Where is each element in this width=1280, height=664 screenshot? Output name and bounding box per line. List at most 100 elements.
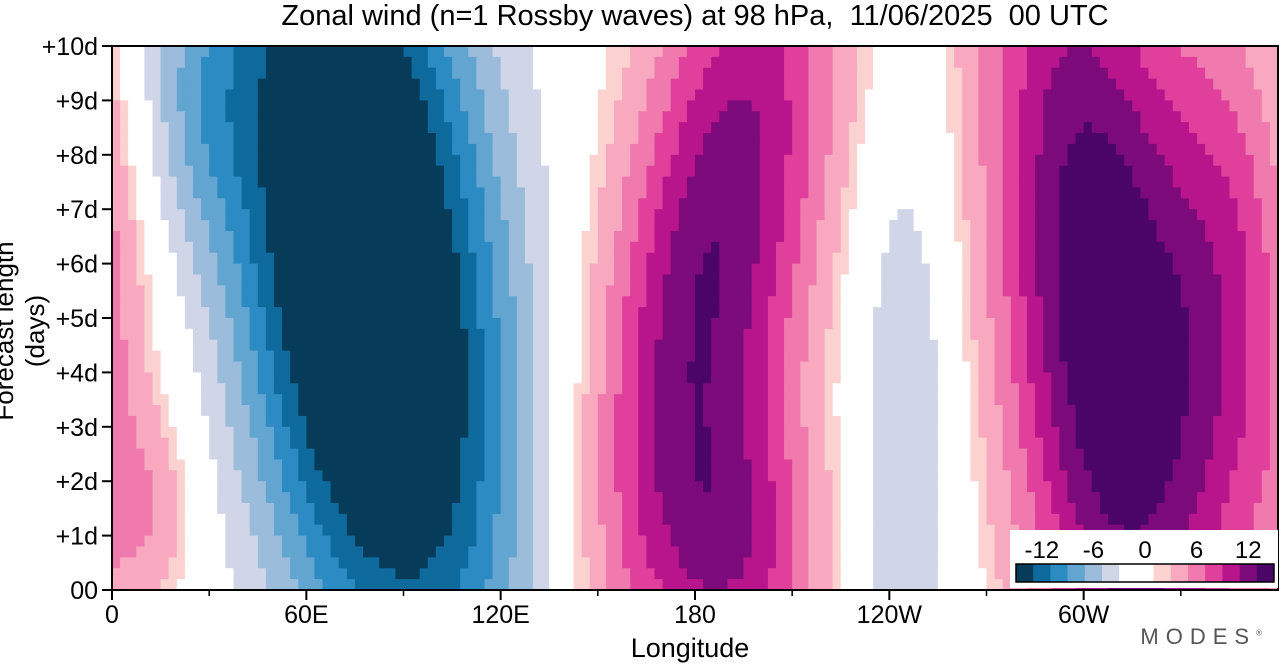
field-cell (265, 328, 275, 341)
field-cell (443, 187, 453, 199)
field-cell (557, 296, 567, 308)
field-cell (654, 187, 664, 199)
field-cell (735, 198, 745, 210)
field-cell (946, 67, 955, 80)
field-cell (808, 274, 818, 286)
field-cell (581, 198, 591, 210)
field-cell (719, 372, 728, 384)
field-cell (1075, 252, 1085, 265)
field-cell (257, 307, 267, 319)
field-cell (371, 415, 380, 428)
field-cell (144, 56, 154, 69)
field-cell (1229, 220, 1239, 232)
field-cell (759, 230, 769, 243)
field-cell (703, 361, 712, 373)
field-cell (1221, 339, 1231, 352)
field-cell (1156, 133, 1166, 145)
field-cell (897, 143, 907, 156)
field-cell (160, 165, 170, 178)
field-cell (1099, 78, 1109, 91)
field-cell (184, 176, 194, 189)
field-cell (1213, 230, 1222, 243)
field-cell (395, 198, 405, 210)
field-cell (929, 133, 939, 145)
field-cell (889, 274, 899, 286)
field-cell (225, 209, 235, 221)
field-cell (1107, 241, 1117, 254)
field-cell (1059, 339, 1069, 352)
field-cell (978, 56, 988, 69)
field-cell (622, 133, 631, 145)
field-cell (719, 252, 728, 265)
field-cell (460, 328, 469, 341)
field-cell (678, 307, 688, 319)
field-cell (411, 198, 421, 210)
field-cell (1035, 307, 1044, 319)
field-cell (573, 111, 583, 123)
field-cell (897, 56, 907, 69)
field-cell (670, 111, 680, 123)
field-cell (816, 274, 826, 286)
field-cell (419, 111, 429, 123)
field-cell (524, 165, 534, 178)
field-cell (581, 89, 591, 101)
field-cell (597, 361, 607, 373)
field-cell (1107, 328, 1117, 341)
field-cell (719, 209, 728, 221)
field-cell (468, 241, 477, 254)
field-cell (573, 241, 583, 254)
field-cell (1059, 241, 1069, 254)
field-cell (427, 143, 437, 156)
field-cell (1018, 318, 1028, 330)
field-cell (889, 241, 899, 254)
field-cell (1188, 394, 1198, 406)
field-cell (905, 165, 915, 178)
field-cell (120, 78, 129, 91)
field-cell (695, 133, 704, 145)
field-cell (581, 350, 591, 363)
field-cell (1148, 230, 1158, 243)
field-cell (622, 176, 631, 189)
field-cell (929, 328, 939, 341)
field-cell (832, 328, 842, 341)
field-cell (1221, 67, 1231, 80)
field-cell (492, 220, 502, 232)
field-cell (1221, 361, 1231, 373)
field-cell (160, 78, 170, 91)
field-cell (452, 307, 461, 319)
field-cell (962, 318, 971, 330)
field-cell (241, 176, 251, 189)
field-cell (759, 296, 769, 308)
field-cell (735, 230, 745, 243)
field-cell (1116, 328, 1125, 341)
field-cell (1010, 350, 1020, 363)
field-cell (1091, 328, 1101, 341)
field-cell (524, 176, 534, 189)
field-cell (954, 122, 963, 134)
field-cell (937, 339, 947, 352)
field-cell (1051, 296, 1060, 308)
field-cell (946, 296, 955, 308)
field-cell (298, 111, 307, 123)
field-cell (557, 241, 567, 254)
field-cell (282, 361, 291, 373)
field-cell (937, 307, 947, 319)
field-cell (711, 415, 720, 428)
field-cell (1253, 111, 1263, 123)
field-cell (379, 176, 388, 189)
field-cell (1051, 46, 1060, 58)
field-cell (460, 241, 469, 254)
field-cell (533, 143, 542, 156)
field-cell (136, 296, 145, 308)
field-cell (209, 143, 218, 156)
field-cell (346, 350, 356, 363)
field-cell (1035, 89, 1044, 101)
field-cell (160, 307, 170, 319)
field-cell (452, 56, 461, 69)
field-cell (136, 307, 145, 319)
field-cell (168, 89, 178, 101)
field-cell (1075, 394, 1085, 406)
field-cell (597, 350, 607, 363)
field-cell (703, 133, 712, 145)
field-cell (565, 394, 575, 406)
